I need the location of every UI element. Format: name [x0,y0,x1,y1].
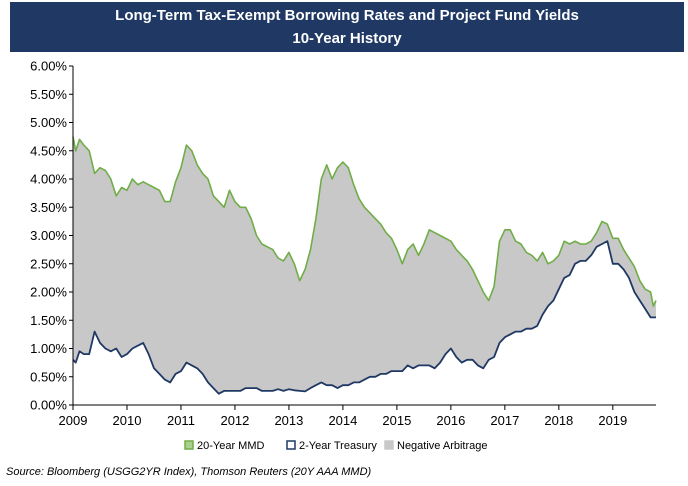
chart-title: Long-Term Tax-Exempt Borrowing Rates and… [115,7,579,24]
y-tick-label: 0.00% [30,398,67,413]
legend-label: 2-Year Treasury [299,440,377,452]
legend: 20-Year MMD 2-Year Treasury Negative Arbit… [184,440,488,452]
y-tick-label: 1.00% [30,341,67,356]
x-tick-label: 2012 [220,413,249,428]
series-line-2-year-treasury [72,240,656,395]
x-tick-label: 2011 [167,413,195,428]
y-tick-label: 2.00% [30,285,67,300]
chart-title-banner: Long-Term Tax-Exempt Borrowing Rates and… [10,2,684,52]
x-tick-label: 2017 [490,413,519,428]
y-tick-label: 4.50% [30,143,67,158]
x-tick-label: 2015 [382,413,411,428]
y-tick-label: 4.00% [30,172,67,187]
series-line-20-year-mmd [72,136,657,307]
legend-swatch [286,440,296,450]
x-axis: 2009 2010 2011 2012 2013 2014 2015 2016 2017 2018… [59,404,656,428]
y-tick-label: 1.50% [30,313,67,328]
x-tick-label: 2014 [328,413,357,428]
x-tick-label: 2018 [544,413,573,428]
y-tick-label: 2.50% [30,256,67,271]
x-tick-label: 2010 [113,413,142,428]
legend-label: Negative Arbitrage [397,440,488,452]
y-tick-label: 5.00% [30,115,67,130]
y-tick-label: 6.00% [30,59,67,74]
y-tick-label: 3.50% [30,200,67,215]
plot-area [72,136,657,395]
x-tick-label: 2016 [436,413,465,428]
negative-arbitrage-area [73,136,656,394]
legend-label: 20-Year MMD [197,440,265,452]
x-tick-label: 2013 [274,413,303,428]
x-tick-label: 2019 [598,413,627,428]
y-tick-label: 5.50% [30,87,67,102]
legend-swatch [384,440,394,450]
chart-subtitle: 10-Year History [292,30,402,47]
legend-swatch [184,440,194,450]
source-note: Source: Bloomberg (USGG2YR Index), Thoms… [6,466,372,478]
y-tick-label: 3.00% [30,228,67,243]
y-tick-label: 0.50% [30,369,67,384]
area-chart: 0.00% 0.50% 1.00% 1.50% 2.00% 2.50% 3.00% 3.50%… [30,59,657,452]
y-axis: 0.00% 0.50% 1.00% 1.50% 2.00% 2.50% 3.00% 3.50%… [30,59,74,413]
x-tick-label: 2009 [59,413,88,428]
